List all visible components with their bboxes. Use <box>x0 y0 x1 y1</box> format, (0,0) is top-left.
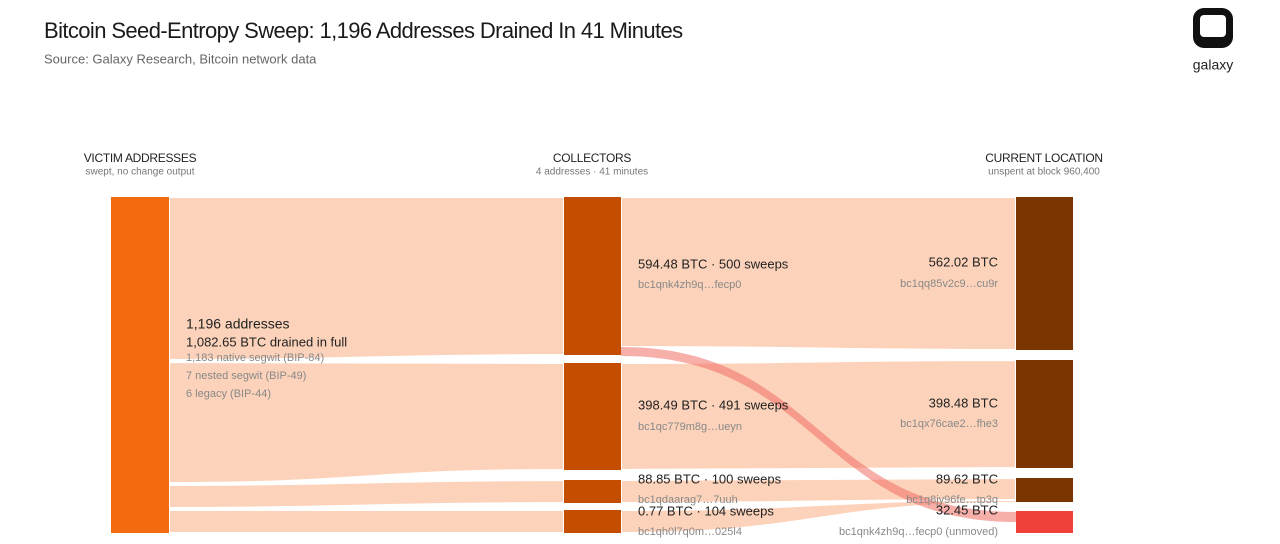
source: Source: Galaxy Research, Bitcoin network… <box>44 51 317 66</box>
flow <box>620 195 1017 352</box>
flows <box>168 195 1017 535</box>
location-amount: 398.48 BTC <box>929 395 998 410</box>
column-title: CURRENT LOCATION <box>985 151 1102 165</box>
collector-label: 398.49 BTC · 491 sweeps <box>638 397 789 412</box>
logo-text: galaxy <box>1193 57 1233 73</box>
flow <box>168 360 565 485</box>
victim-type: 1,183 native segwit (BIP-84) <box>186 352 324 364</box>
collector-node <box>564 510 621 533</box>
collector-address: bc1qdaarag7…7uuh <box>638 494 738 506</box>
location-node <box>1016 360 1073 468</box>
collector-address: bc1qnk4zh9q…fecp0 <box>638 279 741 291</box>
flow <box>620 498 1017 535</box>
logo-icon-inner <box>1200 15 1226 37</box>
victim-count: 1,196 addresses <box>186 316 290 332</box>
location-amount: 89.62 BTC <box>936 471 998 486</box>
location-address: bc1qnk4zh9q…fecp0 (unmoved) <box>839 526 998 538</box>
flow <box>620 358 1017 472</box>
victim-type: 6 legacy (BIP-44) <box>186 388 271 400</box>
location-address: bc1qq85v2c9…cu9r <box>900 278 998 290</box>
column-subtitle: swept, no change output <box>86 167 195 178</box>
collector-address: bc1qh0l7q0m…025l4 <box>638 526 742 538</box>
location-node <box>1016 511 1073 533</box>
collector-label: 0.77 BTC · 104 sweeps <box>638 503 774 518</box>
location-address: bc1qx76cae2…fhe3 <box>900 418 998 430</box>
location-node <box>1016 197 1073 350</box>
collector-node <box>564 363 621 470</box>
title: Bitcoin Seed-Entropy Sweep: 1,196 Addres… <box>44 18 683 43</box>
collector-node <box>564 197 621 355</box>
location-amount: 32.45 BTC <box>936 502 998 517</box>
flow <box>168 508 565 535</box>
column-title: VICTIM ADDRESSES <box>84 151 197 165</box>
column-subtitle: unspent at block 960,400 <box>988 167 1100 178</box>
logo: galaxy <box>1193 8 1233 73</box>
location-address: bc1q8jy96fe…tp3q <box>906 494 998 506</box>
location-node <box>1016 478 1073 502</box>
victim-drained: 1,082.65 BTC drained in full <box>186 334 347 349</box>
victim-node <box>111 197 169 533</box>
location-amount: 562.02 BTC <box>929 254 998 269</box>
column-title: COLLECTORS <box>553 151 631 165</box>
collector-label: 594.48 BTC · 500 sweeps <box>638 256 789 271</box>
collector-address: bc1qc779m8g…ueyn <box>638 421 742 433</box>
victim-type: 7 nested segwit (BIP-49) <box>186 370 306 382</box>
collector-label: 88.85 BTC · 100 sweeps <box>638 471 782 486</box>
flow <box>168 478 565 510</box>
column-subtitle: 4 addresses · 41 minutes <box>536 167 648 178</box>
collector-node <box>564 480 621 503</box>
flow <box>621 347 1016 522</box>
